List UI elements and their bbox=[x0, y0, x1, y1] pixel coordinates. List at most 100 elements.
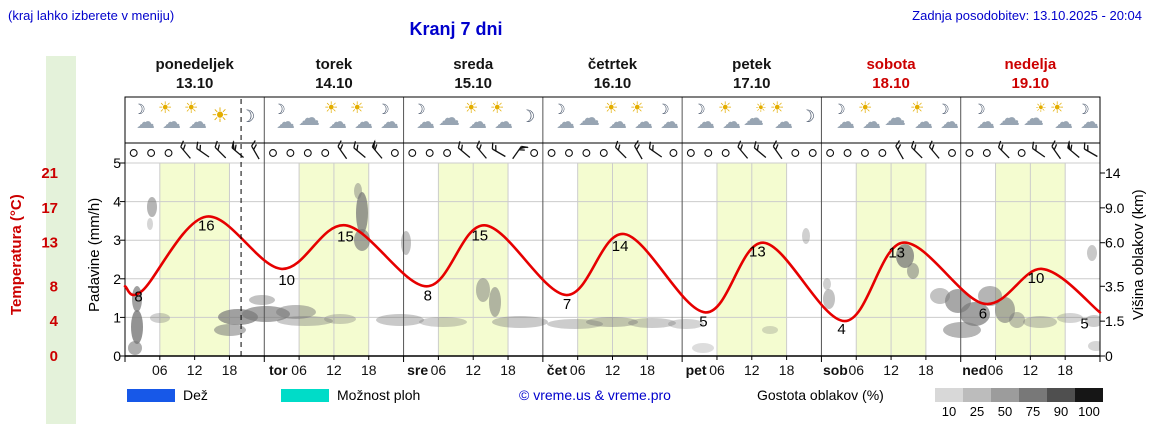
sun-glyph: ☀ bbox=[350, 100, 365, 117]
page-title: Kranj 7 dni bbox=[409, 19, 503, 39]
sun-cloud-icon: ☀ ☁ bbox=[182, 98, 208, 142]
temperature-axis-ticks: 0 4 8 13 17 21 bbox=[41, 165, 58, 365]
svg-text:5: 5 bbox=[699, 313, 707, 330]
rain-legend-label: Dež bbox=[183, 387, 208, 403]
day-header-ponedeljek: ponedeljek 13.10 bbox=[125, 55, 264, 93]
sun-cloud-icon: ☀ ☁ bbox=[908, 98, 934, 142]
svg-text:3.5: 3.5 bbox=[1105, 278, 1125, 294]
svg-text:13: 13 bbox=[888, 245, 905, 262]
day-header-sreda: sreda 15.10 bbox=[404, 55, 543, 93]
density-swatch-25 bbox=[963, 388, 991, 402]
svg-text:pet: pet bbox=[686, 362, 707, 378]
moon-glyph: ☽ bbox=[1077, 101, 1090, 117]
svg-text:21: 21 bbox=[41, 165, 58, 182]
cloud-glyph: ☁ bbox=[1023, 107, 1044, 130]
temperature-value-labels: 8 16 10 15 8 15 7 14 5 13 4 13 6 10 5 bbox=[134, 218, 1088, 339]
moon-glyph: ☽ bbox=[377, 101, 390, 117]
svg-text:10: 10 bbox=[278, 272, 295, 289]
moon-glyph: ☽ bbox=[133, 101, 146, 117]
svg-text:18: 18 bbox=[1057, 362, 1073, 378]
day-header-nedelja: nedelja 19.10 bbox=[961, 55, 1100, 93]
cloud-glyph: ☁ bbox=[774, 112, 793, 133]
moon-glyph: ☽ bbox=[553, 101, 566, 117]
cloud-height-axis-ticks: 0 1.5 3.5 6.0 9.0 14 bbox=[1105, 165, 1125, 364]
day-header-torek: torek 14.10 bbox=[264, 55, 403, 93]
moon-glyph: ☽ bbox=[693, 101, 706, 117]
cloud-sun-icon: ☀ ☁ bbox=[1022, 98, 1048, 142]
density-value: 10 bbox=[941, 404, 957, 419]
cloud-glyph: ☁ bbox=[862, 112, 881, 133]
svg-text:5: 5 bbox=[113, 155, 121, 171]
svg-text:čet: čet bbox=[547, 362, 568, 378]
svg-text:06: 06 bbox=[570, 362, 586, 378]
moon-cloud-icon: ☽ ☁ bbox=[374, 98, 400, 142]
svg-text:18: 18 bbox=[640, 362, 656, 378]
svg-text:14: 14 bbox=[1105, 165, 1121, 181]
cloud-icon: ☁ bbox=[436, 98, 462, 142]
credit-link[interactable]: © vreme.us & vreme.pro bbox=[519, 387, 671, 403]
moon-cloud-icon: ☽ ☁ bbox=[690, 98, 716, 142]
cloud-glyph: ☁ bbox=[914, 112, 933, 133]
cloud-glyph: ☁ bbox=[696, 112, 715, 133]
cloud-glyph: ☁ bbox=[494, 112, 513, 133]
svg-text:16: 16 bbox=[198, 218, 215, 235]
moon-glyph: ☽ bbox=[273, 101, 286, 117]
cloud-glyph: ☁ bbox=[1054, 112, 1073, 133]
day-date: 18.10 bbox=[872, 75, 910, 92]
cloud-glyph: ☁ bbox=[276, 112, 295, 133]
svg-text:18: 18 bbox=[779, 362, 795, 378]
cloud-glyph: ☁ bbox=[578, 105, 600, 130]
day-name: četrtek bbox=[587, 56, 638, 73]
cloud-glyph: ☁ bbox=[884, 105, 906, 130]
sun-glyph: ☀ bbox=[184, 100, 199, 117]
svg-text:12: 12 bbox=[187, 362, 203, 378]
svg-text:0: 0 bbox=[113, 348, 121, 364]
cloud-glyph: ☁ bbox=[1080, 112, 1099, 133]
showers-legend-label: Možnost ploh bbox=[337, 387, 421, 403]
day-header-sobota: sobota 18.10 bbox=[821, 55, 960, 93]
svg-text:18: 18 bbox=[500, 362, 516, 378]
cloud-glyph: ☁ bbox=[660, 112, 679, 133]
cloud-density-legend-label: Gostota oblakov (%) bbox=[757, 387, 884, 403]
svg-text:7: 7 bbox=[563, 296, 571, 313]
axis-tick-marks bbox=[120, 162, 1105, 362]
density-value: 75 bbox=[1025, 404, 1041, 419]
cloud-glyph: ☁ bbox=[328, 112, 347, 133]
svg-text:06: 06 bbox=[849, 362, 865, 378]
moon-cloud-icon: ☽ ☁ bbox=[270, 98, 296, 142]
day-date: 17.10 bbox=[732, 75, 771, 92]
sun-cloud-icon: ☀ ☁ bbox=[1048, 98, 1074, 142]
cloud-glyph: ☁ bbox=[556, 112, 575, 133]
moon-glyph: ☽ bbox=[657, 101, 670, 117]
density-swatch-90 bbox=[1047, 388, 1075, 402]
svg-text:0: 0 bbox=[50, 348, 58, 365]
moon-icon: ☽ bbox=[514, 98, 540, 142]
moon-cloud-icon: ☽ ☁ bbox=[830, 98, 856, 142]
density-swatch-10 bbox=[935, 388, 963, 402]
moon-glyph: ☽ bbox=[240, 107, 256, 126]
svg-text:12: 12 bbox=[883, 362, 899, 378]
moon-cloud-icon: ☽ ☁ bbox=[1074, 98, 1100, 142]
density-value: 25 bbox=[969, 404, 985, 419]
sun-glyph: ☀ bbox=[158, 100, 173, 117]
cloud-icon: ☁ bbox=[576, 98, 602, 142]
moon-glyph: ☽ bbox=[520, 107, 536, 126]
temperature-axis-strip bbox=[46, 56, 76, 424]
svg-text:06: 06 bbox=[709, 362, 725, 378]
svg-text:1.5: 1.5 bbox=[1105, 313, 1125, 329]
svg-text:18: 18 bbox=[222, 362, 238, 378]
sun-icon: ☀ bbox=[208, 98, 234, 142]
cloud-glyph: ☁ bbox=[940, 112, 959, 133]
day-date: 13.10 bbox=[175, 75, 214, 92]
sun-glyph: ☀ bbox=[910, 100, 925, 117]
day-icons-ponedeljek: ☽ ☁ ☀ ☁ ☀ ☁ ☀ ☽ bbox=[125, 98, 265, 143]
svg-text:8: 8 bbox=[50, 278, 58, 295]
day-header-petek: petek 17.10 bbox=[682, 55, 821, 93]
cloud-glyph: ☁ bbox=[998, 105, 1020, 130]
cloud-glyph: ☁ bbox=[438, 105, 460, 130]
moon-glyph: ☽ bbox=[973, 101, 986, 117]
day-name: sreda bbox=[453, 56, 494, 73]
day-name: petek bbox=[732, 56, 772, 73]
